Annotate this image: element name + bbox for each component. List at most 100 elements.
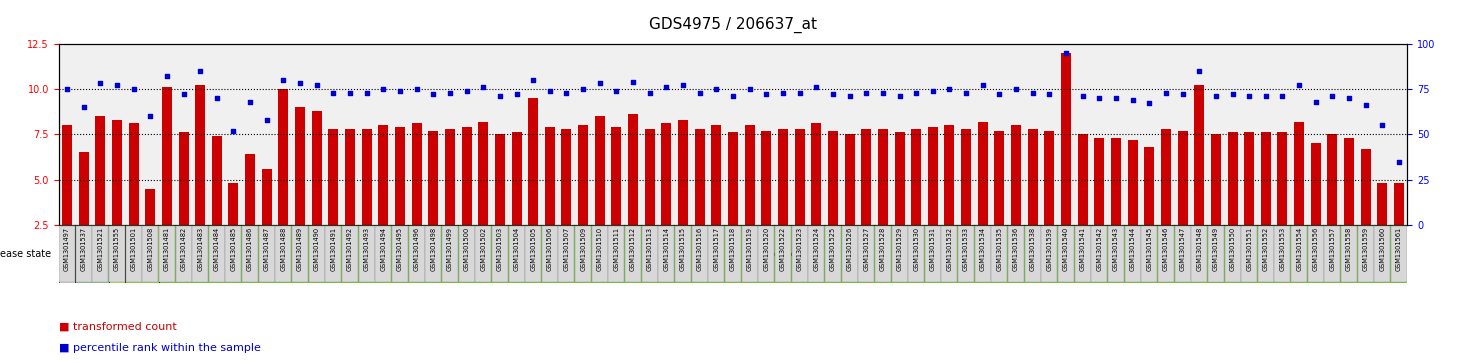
Point — [638, 90, 661, 95]
FancyBboxPatch shape — [459, 226, 475, 282]
FancyBboxPatch shape — [792, 226, 808, 282]
FancyBboxPatch shape — [142, 226, 158, 282]
FancyBboxPatch shape — [1091, 226, 1107, 282]
Text: DL
BC
L
30%: DL BC L 30% — [110, 243, 123, 265]
Text: GSM1301491: GSM1301491 — [330, 227, 336, 271]
Text: ■ transformed count: ■ transformed count — [59, 322, 176, 332]
Bar — [362, 129, 372, 225]
FancyBboxPatch shape — [1375, 226, 1390, 282]
Point — [1121, 97, 1145, 103]
FancyBboxPatch shape — [875, 226, 891, 282]
Point — [622, 79, 645, 85]
FancyBboxPatch shape — [1025, 226, 1041, 282]
Text: DL
BC
L
10%: DL BC L 10% — [135, 243, 148, 265]
Bar — [1061, 53, 1072, 225]
Text: GSM1301509: GSM1301509 — [581, 227, 586, 271]
Bar — [811, 123, 821, 225]
Text: GSM1301544: GSM1301544 — [1130, 227, 1136, 271]
Point — [805, 84, 828, 90]
Point — [755, 91, 778, 97]
Bar — [1012, 125, 1020, 225]
Point — [737, 86, 761, 92]
Bar — [1044, 131, 1054, 225]
Point — [172, 91, 195, 97]
Point — [721, 93, 745, 99]
Bar — [262, 169, 271, 225]
Bar — [1145, 147, 1154, 225]
FancyBboxPatch shape — [1124, 226, 1141, 282]
FancyBboxPatch shape — [176, 226, 192, 282]
Bar — [745, 125, 755, 225]
FancyBboxPatch shape — [1292, 226, 1308, 282]
Text: GSM1301527: GSM1301527 — [863, 227, 869, 271]
Point — [1305, 99, 1328, 105]
Bar — [295, 107, 305, 225]
Bar — [1261, 132, 1271, 225]
Text: GSM1301502: GSM1301502 — [481, 227, 487, 271]
Point — [888, 93, 912, 99]
Text: GSM1301536: GSM1301536 — [1013, 227, 1019, 271]
Point — [1004, 86, 1028, 92]
Point — [1054, 50, 1078, 56]
Point — [122, 86, 145, 92]
FancyBboxPatch shape — [1324, 226, 1340, 282]
Point — [554, 90, 578, 95]
FancyBboxPatch shape — [292, 226, 308, 282]
Point — [1138, 101, 1161, 106]
FancyBboxPatch shape — [975, 226, 991, 282]
FancyBboxPatch shape — [325, 226, 342, 282]
Text: GSM1301512: GSM1301512 — [630, 227, 636, 271]
FancyBboxPatch shape — [1075, 226, 1091, 282]
Text: GSM1301516: GSM1301516 — [696, 227, 702, 271]
FancyBboxPatch shape — [1141, 226, 1157, 282]
Bar — [561, 129, 572, 225]
Text: GSM1301520: GSM1301520 — [764, 227, 770, 271]
Text: GSM1301505: GSM1301505 — [531, 227, 537, 271]
Point — [1072, 93, 1095, 99]
Point — [655, 84, 679, 90]
Point — [839, 93, 862, 99]
Text: GSM1301504: GSM1301504 — [513, 227, 519, 271]
Text: GSM1301561: GSM1301561 — [1396, 227, 1401, 271]
Text: GSM1301514: GSM1301514 — [664, 227, 670, 271]
FancyBboxPatch shape — [375, 226, 391, 282]
Text: DLBCL
50%
and FL
50%: DLBCL 50% and FL 50% — [82, 243, 103, 265]
Point — [1237, 93, 1261, 99]
Bar — [878, 129, 888, 225]
Text: GSM1301517: GSM1301517 — [714, 227, 720, 271]
FancyBboxPatch shape — [108, 226, 125, 282]
Text: GSM1301482: GSM1301482 — [180, 227, 186, 271]
Point — [855, 90, 878, 95]
Bar — [1245, 132, 1255, 225]
Bar — [711, 125, 721, 225]
Text: GSM1301529: GSM1301529 — [897, 227, 903, 271]
FancyBboxPatch shape — [1341, 226, 1358, 282]
FancyBboxPatch shape — [559, 226, 575, 282]
Text: GSM1301531: GSM1301531 — [929, 227, 935, 271]
Point — [938, 86, 962, 92]
Text: GSM1301552: GSM1301552 — [1262, 227, 1270, 271]
FancyBboxPatch shape — [708, 226, 724, 282]
FancyBboxPatch shape — [941, 226, 957, 282]
Bar — [328, 129, 339, 225]
Text: GSM1301510: GSM1301510 — [597, 227, 603, 271]
FancyBboxPatch shape — [1208, 226, 1224, 282]
Point — [138, 113, 161, 119]
Point — [371, 86, 394, 92]
Point — [970, 82, 994, 88]
Text: GSM1301521: GSM1301521 — [97, 227, 103, 271]
Point — [538, 88, 561, 94]
Point — [1355, 102, 1378, 108]
FancyBboxPatch shape — [1108, 226, 1124, 282]
Bar — [861, 129, 871, 225]
FancyBboxPatch shape — [441, 226, 457, 282]
Point — [1371, 122, 1394, 128]
Point — [771, 90, 795, 95]
Bar — [512, 132, 522, 225]
FancyBboxPatch shape — [858, 226, 874, 282]
Bar — [595, 116, 605, 225]
Text: GSM1301519: GSM1301519 — [746, 227, 752, 271]
Text: GSM1301537: GSM1301537 — [81, 227, 86, 271]
Bar — [795, 129, 805, 225]
Point — [1171, 91, 1195, 97]
